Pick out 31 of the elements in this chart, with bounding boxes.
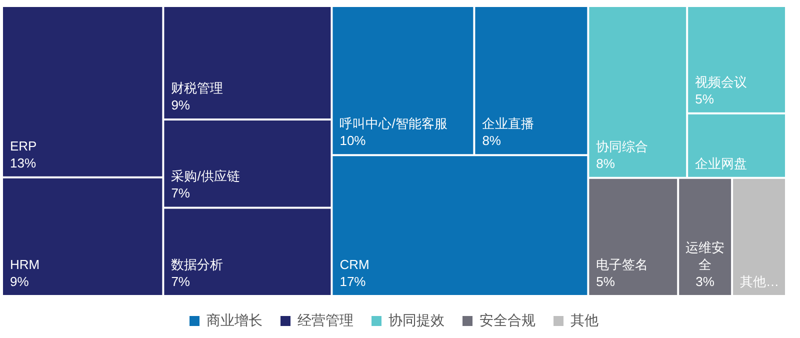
data-label: 17% [340,274,366,289]
category-label: 视频会议 [695,74,748,90]
category-label: 企业直播 [482,116,534,132]
data-label: 3% [696,274,715,289]
category-label: 其他… [740,274,780,289]
category-label: CRM [340,257,370,272]
category-label: 呼叫中心/智能客服 [340,116,448,132]
data-label: 13% [10,155,36,170]
legend-label: 经营管理 [298,312,354,328]
category-label: 采购/供应链 [171,168,240,184]
category-label: 财税管理 [171,80,224,96]
category-label: 企业网盘 [695,156,748,171]
data-label: 8% [482,133,502,148]
category-label: 协同综合 [596,138,648,154]
category-label: 电子签名 [596,257,648,272]
legend-label: 协同提效 [388,312,444,328]
category-label: 运维安全 [686,240,725,272]
category-label: HRM [10,257,40,272]
data-label: 8% [596,156,616,171]
data-label: 5% [596,274,616,289]
data-label: 9% [10,274,30,289]
legend-label: 安全合规 [480,312,536,328]
data-label: 9% [171,97,190,112]
data-label: 7% [171,274,190,289]
legend-label: 商业增长 [206,312,262,328]
category-label: 数据分析 [171,257,224,272]
category-label: ERP [10,138,37,154]
data-label: 7% [171,186,190,201]
legend-label: 其他 [570,312,598,328]
data-label: 10% [340,133,366,148]
data-label: 5% [695,91,714,106]
